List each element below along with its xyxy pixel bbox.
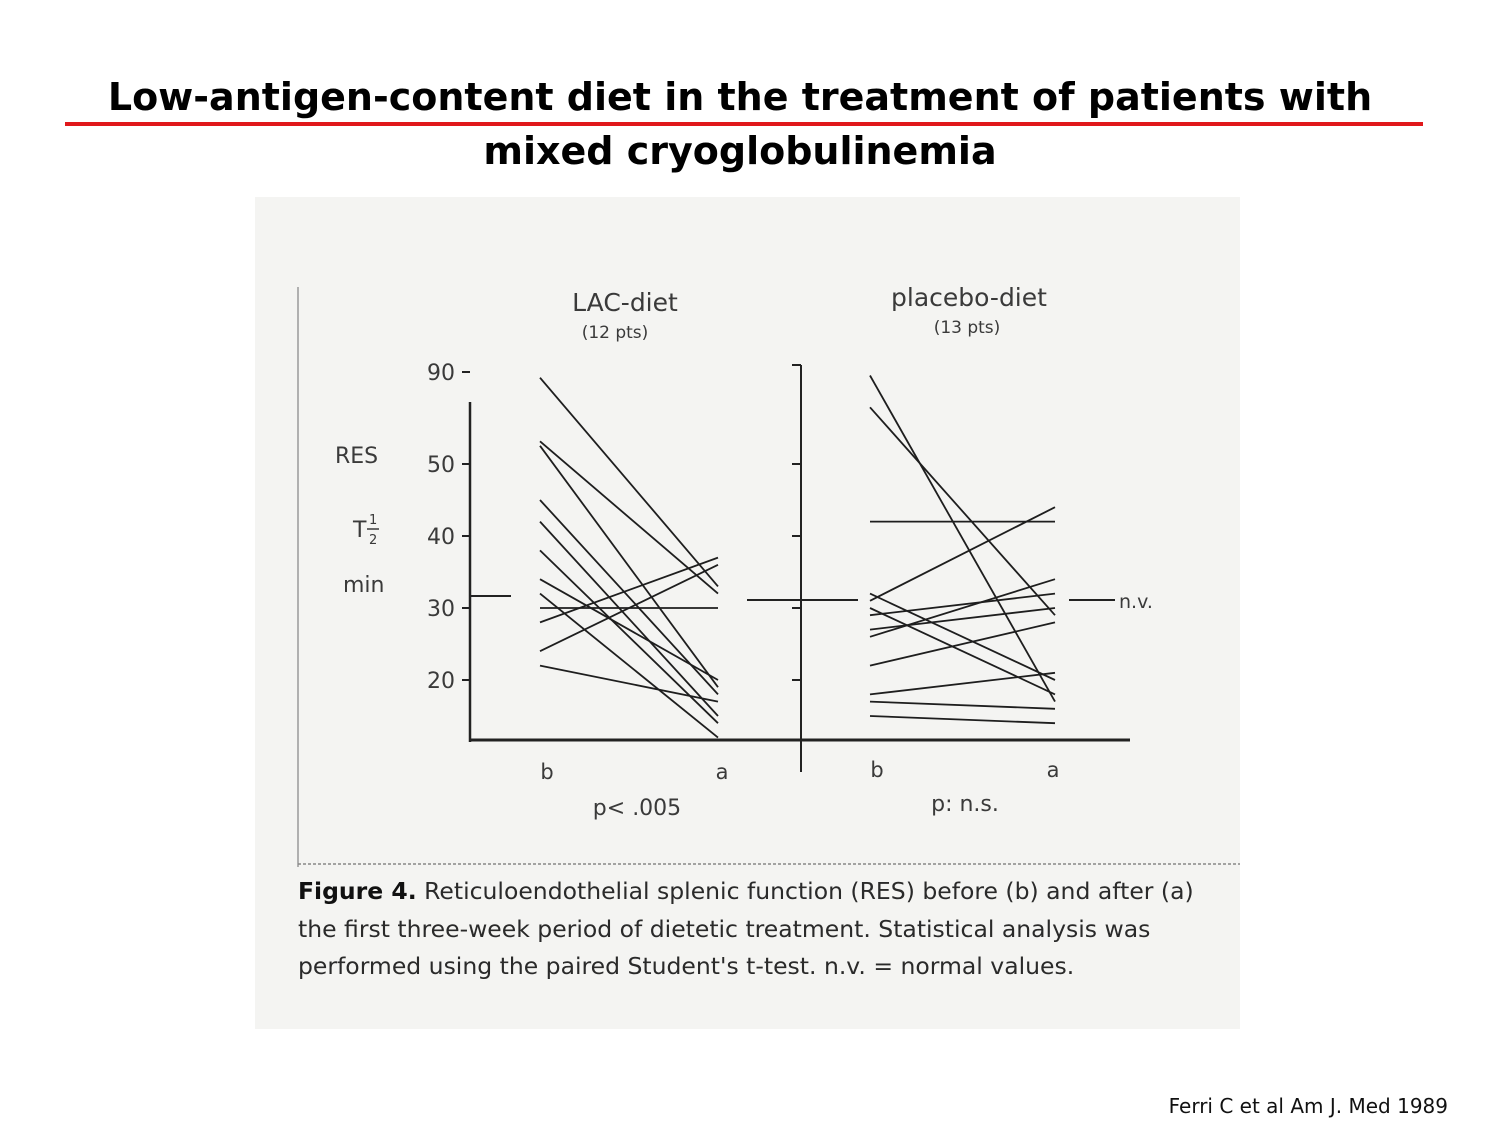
caption-text: Reticuloendothelial splenic function (RE… [298, 877, 1194, 980]
y-tick-label: 40 [427, 525, 455, 550]
y-label-min: min [343, 573, 385, 598]
placebo-patient-line [869, 375, 1056, 703]
slide-title: Low-antigen-content diet in the treatmen… [60, 70, 1420, 178]
title-line-1: Low-antigen-content diet in the treatmen… [107, 75, 1373, 119]
lac-patient-line [539, 440, 719, 595]
x-label-placebo-before: b [870, 758, 883, 782]
y-label-half-den: 2 [369, 533, 377, 548]
panel-patients-placebo: (13 pts) [934, 318, 1001, 338]
placebo-patient-line [869, 406, 1056, 616]
lac-patient-line [539, 499, 719, 696]
placebo-patient-line [869, 607, 1056, 696]
placebo-patient-line [869, 592, 1056, 617]
title-underline [65, 122, 1423, 126]
lac-patient-line [539, 377, 719, 587]
figure-caption: Figure 4. Reticuloendothelial splenic fu… [298, 873, 1218, 986]
panel-title-lac: LAC-diet [572, 288, 678, 317]
nv-label: n.v. [1119, 591, 1153, 613]
caption-label: Figure 4. [298, 877, 417, 905]
placebo-patient-line [869, 621, 1056, 667]
y-tick-label: 90 [427, 361, 455, 386]
lac-patient-line [539, 556, 719, 624]
y-label-t: T [352, 518, 367, 543]
lac-patient-line [539, 549, 719, 724]
title-line-2: mixed cryoglobulinemia [483, 129, 997, 173]
lac-patient-line [539, 445, 719, 688]
lac-patient-line [539, 592, 719, 739]
x-label-lac-after: a [716, 760, 729, 784]
x-label-placebo-after: a [1047, 758, 1060, 782]
lac-patient-line [539, 563, 719, 653]
lac-patient-line [539, 664, 719, 703]
y-tick-label: 30 [427, 597, 455, 622]
x-label-lac-before: b [540, 760, 553, 784]
y-label-res: RES [335, 444, 378, 469]
panel-title-placebo: placebo-diet [891, 283, 1047, 312]
y-label-half-num: 1 [369, 513, 377, 528]
res-chart: RES T 1 2 min 90 50 40 30 20 n.v. LAC-diet (… [297, 283, 1240, 867]
lac-patient-line [539, 578, 719, 681]
placebo-patient-line [869, 715, 1056, 725]
stat-placebo: p: n.s. [931, 792, 999, 817]
scanned-figure: RES T 1 2 min 90 50 40 30 20 n.v. LAC-diet (… [255, 197, 1240, 1029]
placebo-patient-line [869, 607, 1056, 631]
placebo-patient-line [869, 671, 1056, 696]
y-tick-label: 20 [427, 669, 455, 694]
placebo-patient-line [869, 578, 1056, 638]
placebo-patient-line [869, 700, 1056, 710]
panel-patients-lac: (12 pts) [582, 323, 649, 343]
y-tick-label: 50 [427, 453, 455, 478]
placebo-patient-line [869, 592, 1056, 681]
placebo-patient-line [869, 506, 1056, 602]
lac-patient-line [539, 520, 719, 717]
citation: Ferri C et al Am J. Med 1989 [1168, 1094, 1448, 1118]
stat-lac: p< .005 [593, 796, 681, 821]
